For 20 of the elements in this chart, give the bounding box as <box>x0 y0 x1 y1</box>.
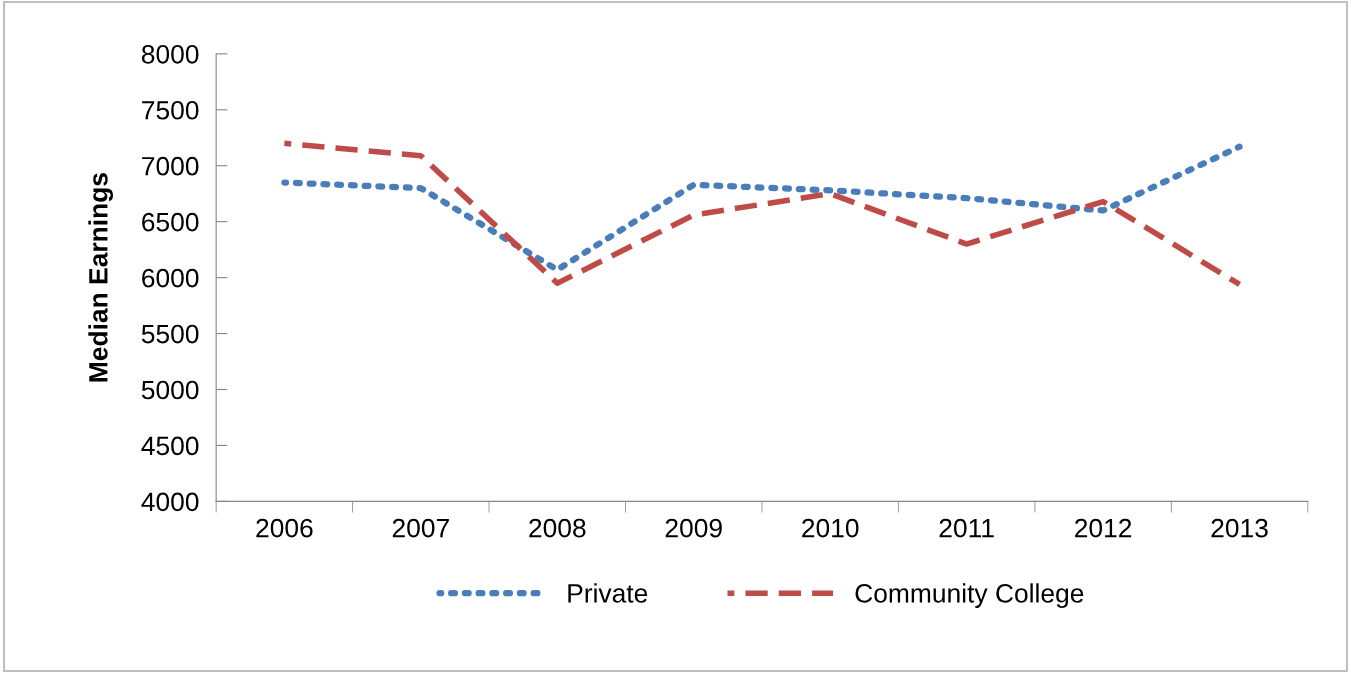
x-tick-label: 2009 <box>665 518 722 538</box>
y-tick-label: 7000 <box>142 156 199 176</box>
legend-label: Private <box>568 583 648 603</box>
y-tick-label: 4000 <box>141 492 199 512</box>
y-tick-label: 5000 <box>141 380 199 400</box>
x-tick-label: 2013 <box>1211 518 1268 538</box>
y-tick-label: 7500 <box>142 100 199 120</box>
x-tick-label: 2007 <box>392 518 449 538</box>
x-tick-label: 2006 <box>256 518 313 538</box>
y-tick-label: 8000 <box>141 44 199 64</box>
legend-label: Community College <box>855 583 1084 608</box>
y-tick-label: 6500 <box>142 212 199 232</box>
x-tick-label: 2010 <box>802 518 859 538</box>
x-tick-label: 2011 <box>939 518 994 538</box>
y-tick-label: 4500 <box>141 436 199 456</box>
y-tick-label: 6000 <box>142 268 199 288</box>
y-axis-title: Median Earnings <box>88 173 114 382</box>
x-tick-label: 2012 <box>1075 518 1132 538</box>
x-tick-label: 2008 <box>529 518 586 538</box>
y-tick-label: 5500 <box>141 324 199 344</box>
